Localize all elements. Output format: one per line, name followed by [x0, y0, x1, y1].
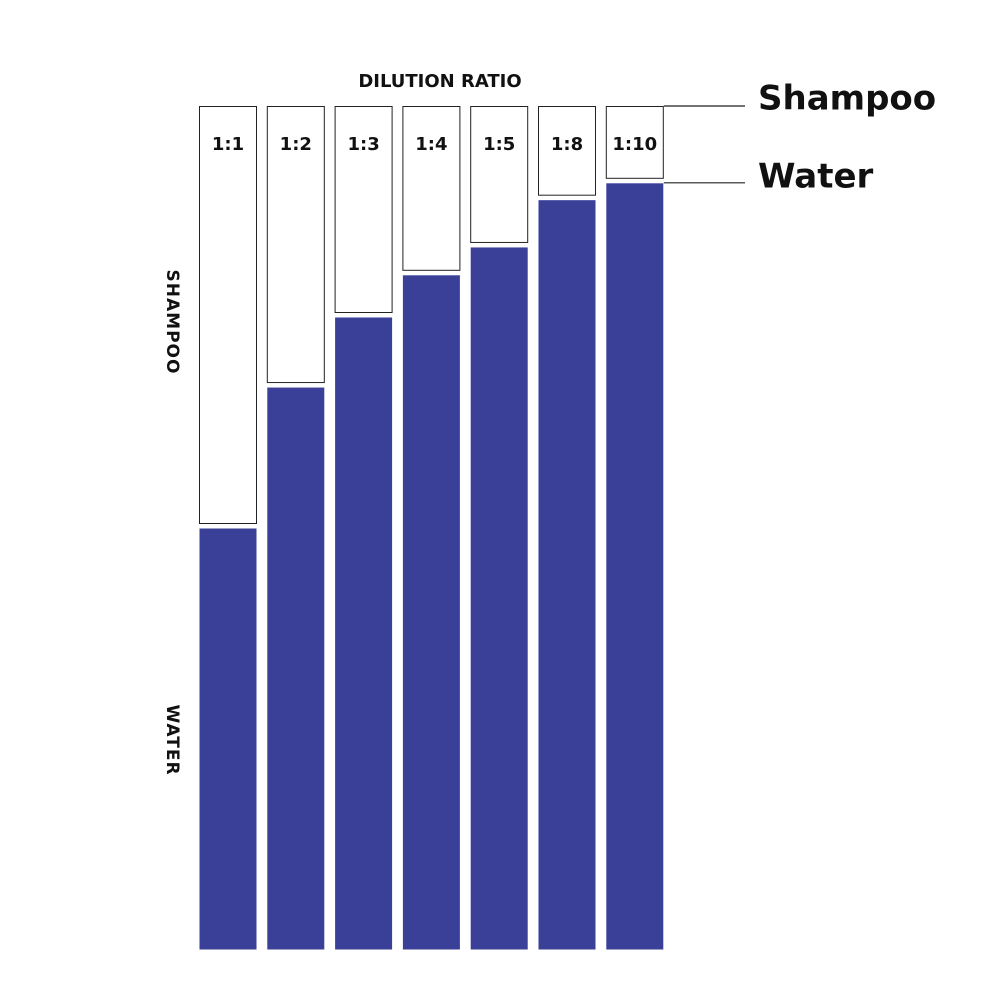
- axis-annotation: WATER: [162, 704, 182, 775]
- bar-segment: [538, 106, 596, 196]
- bar-segment: [402, 106, 461, 271]
- chart-title: DILUTION RATIO: [358, 71, 521, 92]
- category-label: 1:3: [347, 134, 379, 155]
- category-label: 1:8: [551, 134, 583, 155]
- bar-segment: [470, 106, 529, 243]
- bar-segment: [606, 183, 664, 950]
- legend-label: Water: [758, 156, 874, 196]
- bar-segment: [199, 106, 257, 524]
- category-label: 1:4: [415, 134, 447, 155]
- bar-segment: [470, 247, 528, 950]
- bar-segment: [334, 106, 393, 313]
- category-label: 1:2: [280, 134, 312, 155]
- legend-label: Shampoo: [758, 79, 936, 119]
- bar-segment: [267, 387, 325, 950]
- bar-segment: [538, 200, 596, 950]
- bar-segment: [402, 275, 460, 950]
- category-label: 1:5: [483, 134, 515, 155]
- bar-segment: [605, 106, 664, 179]
- category-label: 1:10: [612, 134, 657, 155]
- axis-annotation: SHAMPOO: [162, 270, 182, 375]
- bar-segment: [335, 317, 393, 950]
- bar-segment: [199, 528, 257, 950]
- category-label: 1:1: [212, 134, 244, 155]
- bar-segment: [266, 106, 325, 384]
